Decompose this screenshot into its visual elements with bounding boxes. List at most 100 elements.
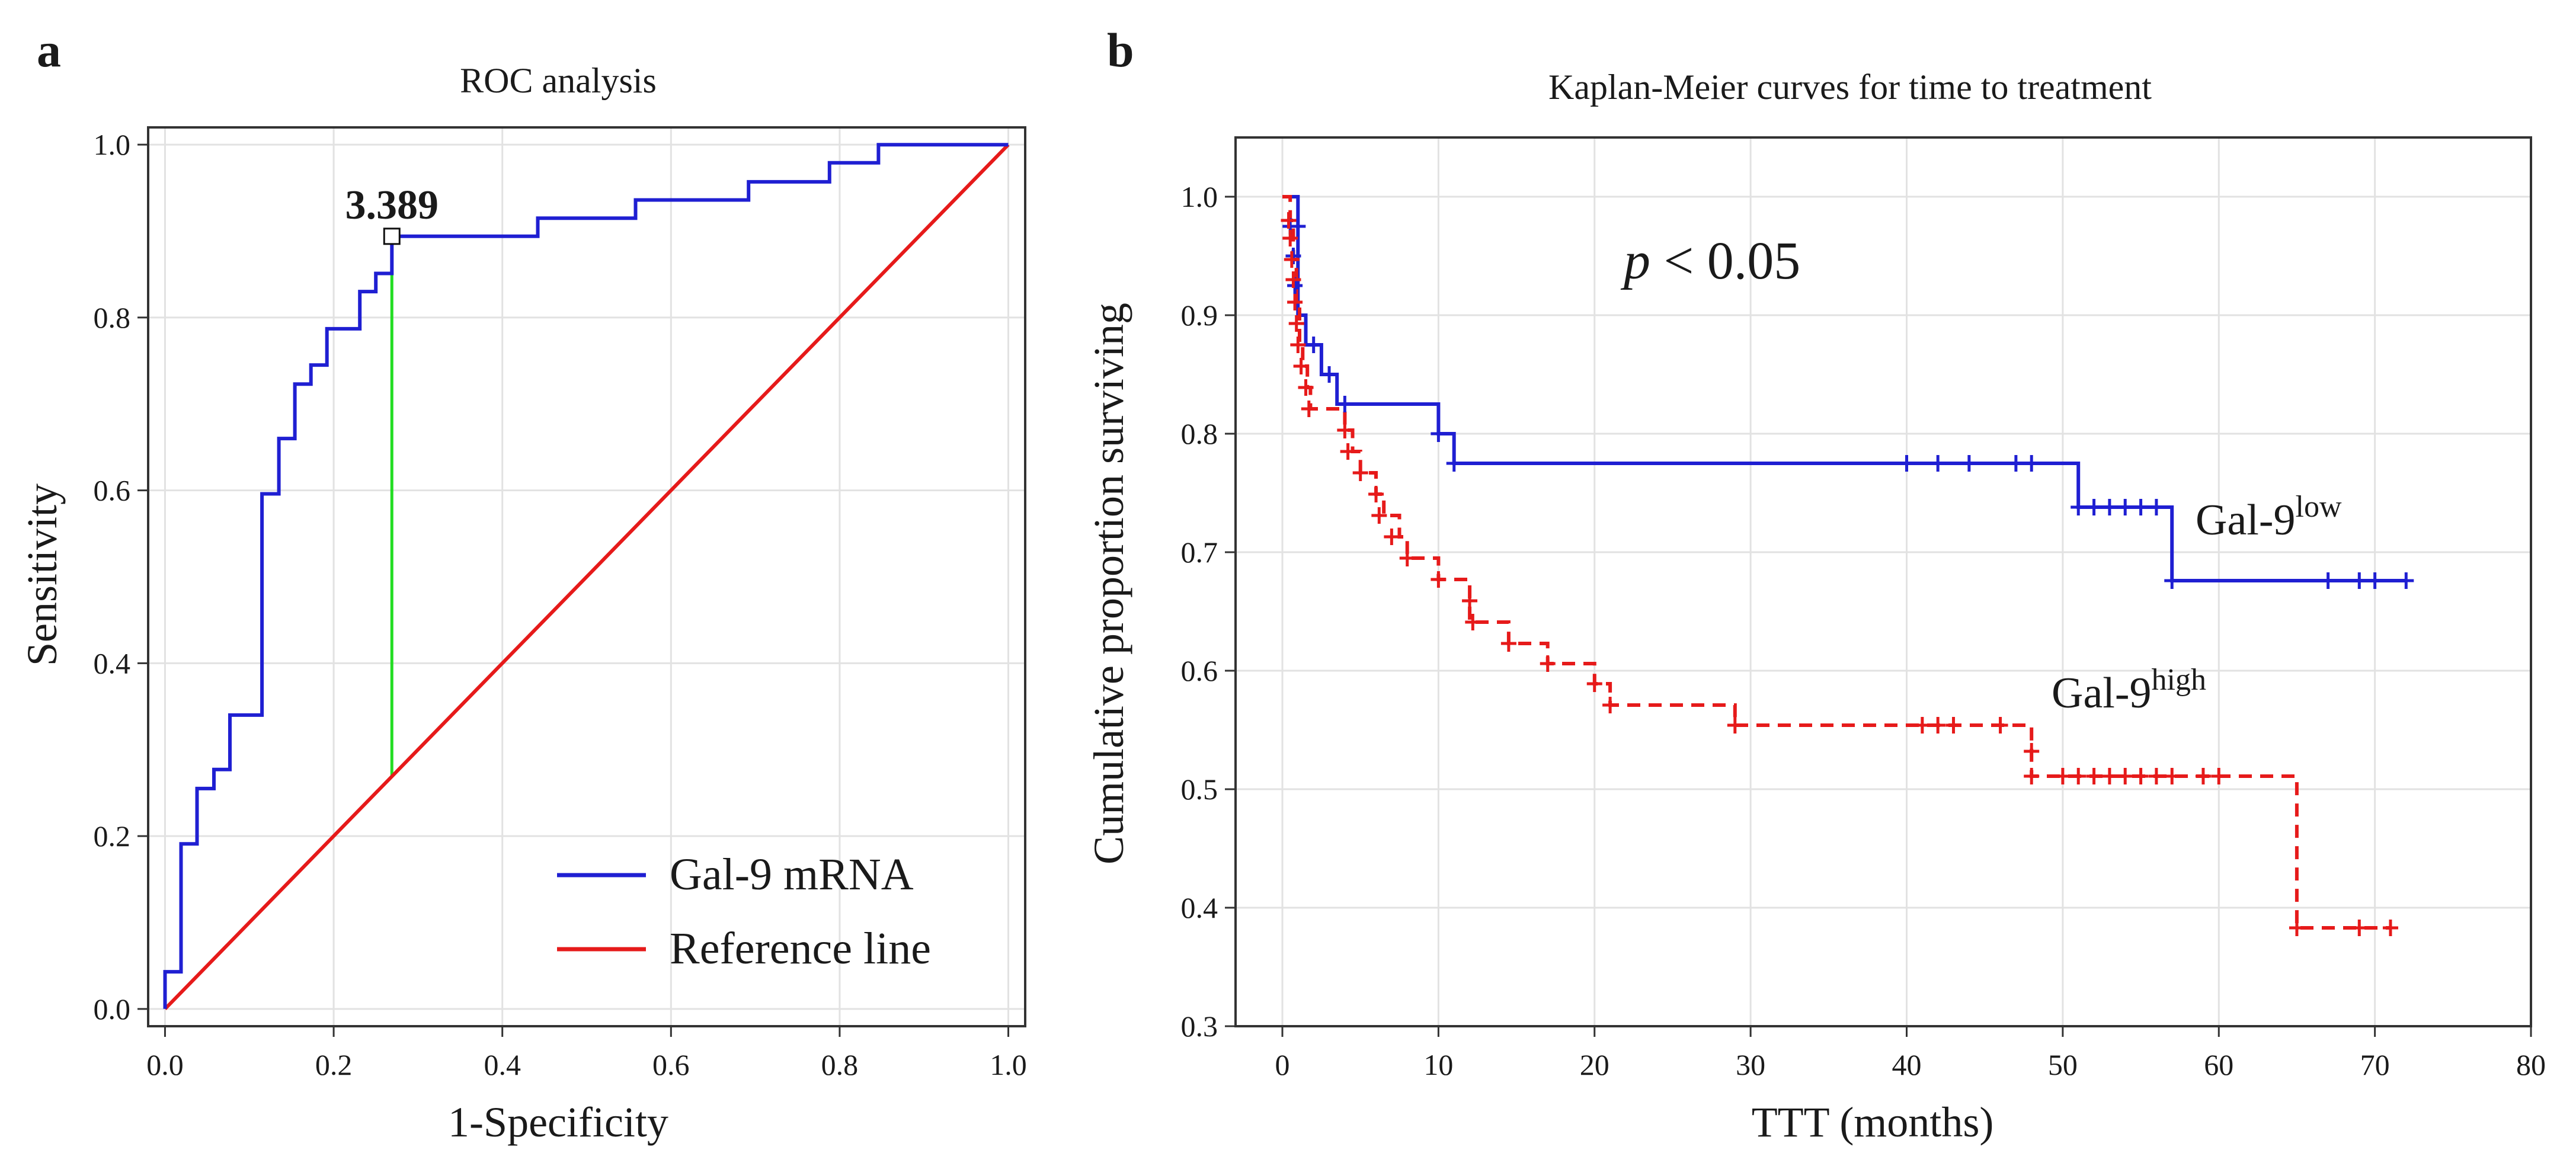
roc-y-tick-label-1: 0.2 <box>94 819 131 853</box>
censor-mark-low-14 <box>2071 499 2087 515</box>
censor-mark-low-18 <box>2133 499 2149 515</box>
km-x-tick-label-8: 80 <box>2516 1048 2546 1081</box>
censor-mark-high-5 <box>1288 315 1304 332</box>
censor-mark-low-23 <box>2367 572 2383 589</box>
censor-mark-high-6 <box>1290 337 1306 353</box>
km-x-tick-label-3: 30 <box>1736 1048 1765 1081</box>
censor-mark-low-11 <box>1961 455 1977 472</box>
km-y-axis-label: Cumulative proportion surviving <box>1085 303 1132 864</box>
legend-label-reference: Reference line <box>670 924 931 973</box>
censor-mark-high-36 <box>2133 768 2149 784</box>
roc-x-axis-label: 1-Specificity <box>448 1098 668 1146</box>
censor-mark-low-16 <box>2101 499 2117 515</box>
censor-mark-high-23 <box>1602 697 1618 713</box>
censor-mark-high-32 <box>2071 768 2087 784</box>
km-label-low-main: Gal-9 <box>2196 496 2296 545</box>
km-panel: b Kaplan-Meier curves for time to treatm… <box>1085 23 2546 1146</box>
km-y-tick-label-4: 0.7 <box>1181 536 1218 569</box>
km-y-tick-label-1: 0.4 <box>1181 891 1218 924</box>
censor-mark-high-42 <box>2351 920 2367 936</box>
censor-mark-low-4 <box>1305 337 1321 353</box>
roc-gridlines <box>148 127 1025 1026</box>
censor-mark-low-10 <box>1930 455 1946 472</box>
censor-mark-high-33 <box>2086 768 2102 784</box>
censor-mark-high-11 <box>1340 443 1356 460</box>
km-plot-frame <box>1234 136 2532 1027</box>
roc-y-axis-label: Sensitivity <box>18 483 66 666</box>
roc-cutoff-marker <box>383 228 401 245</box>
censor-mark-high-0 <box>1281 212 1297 229</box>
km-y-tick-label-6: 0.9 <box>1181 299 1218 332</box>
km-x-tick-label-7: 70 <box>2360 1048 2390 1081</box>
censor-mark-low-12 <box>2008 455 2024 472</box>
roc-y-tick-label-5: 1.0 <box>94 128 131 161</box>
censor-mark-high-10 <box>1337 422 1353 438</box>
km-label-high-main: Gal-9 <box>2052 669 2152 718</box>
roc-x-tick-label-5: 1.0 <box>990 1048 1027 1081</box>
km-y-ticks: 0.3 0.4 0.5 0.6 0.7 0.8 0.9 1.0 <box>1181 180 1236 1043</box>
censor-mark-low-9 <box>1899 455 1915 472</box>
censor-mark-high-37 <box>2148 768 2164 784</box>
censor-mark-low-7 <box>1431 425 1447 442</box>
km-p-value-annotation: p < 0.05 <box>1620 232 1800 290</box>
censor-mark-high-14 <box>1371 507 1387 524</box>
censor-mark-low-17 <box>2117 499 2133 515</box>
roc-cutoff-label: 3.389 <box>345 182 439 228</box>
p-symbol: p <box>1620 232 1650 290</box>
roc-x-tick-label-3: 0.6 <box>652 1048 690 1081</box>
censor-mark-low-15 <box>2086 499 2102 515</box>
censor-mark-high-31 <box>2055 768 2071 784</box>
censor-mark-low-3 <box>1290 218 1306 235</box>
roc-x-tick-label-4: 0.8 <box>821 1048 859 1081</box>
km-label-gal9-high: Gal-9high <box>2052 663 2206 718</box>
censor-mark-high-26 <box>1930 717 1946 734</box>
censor-mark-low-13 <box>2024 455 2040 472</box>
km-x-tick-label-1: 10 <box>1423 1048 1453 1081</box>
km-label-high-sup: high <box>2152 663 2206 697</box>
km-y-tick-label-7: 1.0 <box>1181 180 1218 213</box>
legend-label-gal9: Gal-9 mRNA <box>670 850 914 899</box>
roc-panel: a ROC analysis 0.0 0.2 0.4 0.6 0.8 1.0 0.0 0.2… <box>18 23 1027 1146</box>
censor-mark-high-9 <box>1301 401 1317 417</box>
km-label-low-sup: low <box>2296 490 2342 524</box>
roc-legend: Gal-9 mRNA Reference line <box>557 850 931 973</box>
censor-mark-high-43 <box>2382 920 2398 936</box>
km-censor-marks-high <box>1281 212 2398 936</box>
censor-mark-high-7 <box>1293 358 1309 374</box>
km-x-tick-label-5: 50 <box>2048 1048 2078 1081</box>
roc-y-ticks: 0.0 0.2 0.4 0.6 0.8 1.0 <box>94 128 148 1026</box>
censor-mark-high-20 <box>1500 635 1516 652</box>
roc-x-tick-label-0: 0.0 <box>146 1048 184 1081</box>
km-y-tick-label-2: 0.5 <box>1181 773 1218 806</box>
censor-mark-high-3 <box>1285 271 1301 288</box>
km-chart-title: Kaplan-Meier curves for time to treatmen… <box>1548 68 2152 107</box>
roc-y-tick-label-4: 0.8 <box>94 301 131 334</box>
km-y-tick-label-0: 0.3 <box>1181 1010 1218 1043</box>
censor-mark-high-21 <box>1540 655 1556 672</box>
censor-mark-high-19 <box>1465 614 1481 630</box>
censor-mark-high-35 <box>2117 768 2133 784</box>
censor-mark-high-4 <box>1287 294 1303 310</box>
roc-reference-line <box>164 143 1010 1010</box>
km-x-ticks: 0 10 20 30 40 50 60 70 80 <box>1275 1026 2546 1081</box>
censor-mark-high-28 <box>1992 717 2008 734</box>
censor-mark-high-13 <box>1368 486 1384 502</box>
roc-y-tick-label-0: 0.0 <box>94 992 131 1026</box>
km-censor-marks-low <box>1282 218 2414 589</box>
roc-curve <box>163 143 1009 1009</box>
roc-chart-title: ROC analysis <box>460 61 657 100</box>
roc-x-tick-label-2: 0.4 <box>484 1048 521 1081</box>
censor-mark-low-22 <box>2351 572 2367 589</box>
censor-mark-low-6 <box>1337 396 1353 412</box>
panel-letter-a: a <box>37 23 61 77</box>
censor-mark-high-38 <box>2164 768 2180 784</box>
roc-y-tick-label-2: 0.4 <box>94 646 131 680</box>
censor-mark-high-12 <box>1352 465 1368 481</box>
km-x-tick-label-2: 20 <box>1580 1048 1609 1081</box>
censor-mark-high-17 <box>1431 571 1447 588</box>
censor-mark-high-1 <box>1282 230 1298 246</box>
p-value-text: < 0.05 <box>1650 232 1800 290</box>
roc-plot-frame <box>147 126 1026 1027</box>
censor-mark-high-27 <box>1945 717 1961 734</box>
